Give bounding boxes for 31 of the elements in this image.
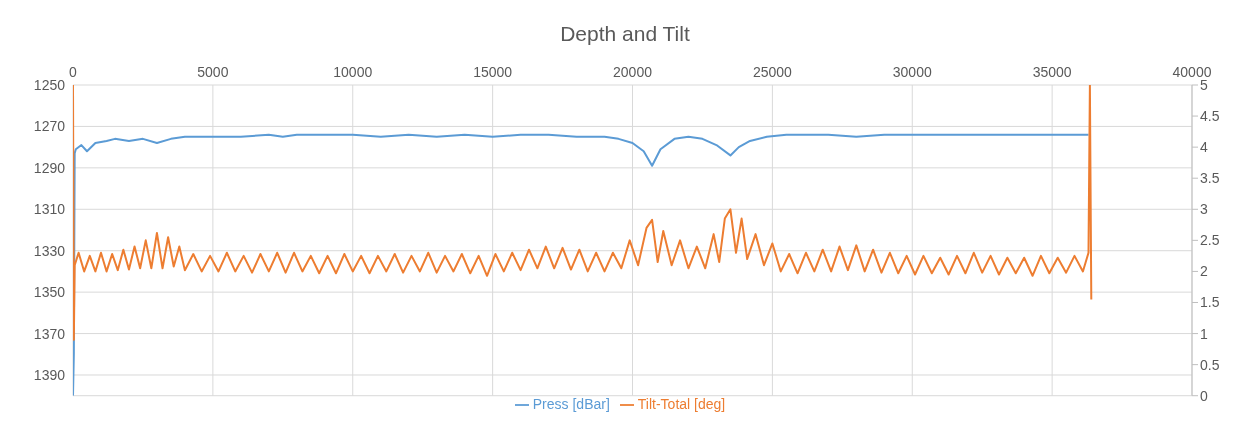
x-tick-label: 30000	[892, 64, 932, 80]
y2-tick-label: 0.5	[1200, 356, 1220, 373]
y2-tick-label: 2	[1200, 263, 1208, 280]
x-tick-label: 15000	[473, 64, 513, 80]
line-series	[73, 85, 1093, 341]
y-tick-label: 1310	[33, 201, 66, 218]
chart-title: Depth and Tilt	[559, 21, 691, 47]
x-tick-label: 0	[69, 64, 78, 80]
x-tick-label: 35000	[1032, 64, 1072, 80]
y-tick-label: 1330	[33, 242, 66, 259]
y2-tick-label: 4.5	[1200, 108, 1220, 125]
y-tick-label: 1350	[33, 284, 66, 301]
y2-tick-label: 4	[1200, 139, 1208, 156]
y-tick-label: 1270	[33, 118, 66, 135]
y2-tick-label: 3	[1200, 201, 1208, 218]
y2-tick-label: 3.5	[1200, 170, 1220, 187]
y2-tick-label: 0	[1200, 387, 1208, 404]
line-series	[73, 133, 1090, 396]
y-tick-label: 1370	[33, 325, 66, 342]
legend-label: Press [dBar]	[532, 395, 610, 412]
x-tick-label: 20000	[613, 64, 653, 80]
y-tick-label: 1290	[33, 159, 66, 176]
x-tick-label: 10000	[333, 64, 373, 80]
y2-tick-label: 1.5	[1200, 294, 1220, 311]
x-tick-label: 5000	[197, 64, 229, 80]
y2-tick-label: 2.5	[1200, 232, 1220, 249]
y2-tick-label: 1	[1200, 325, 1208, 342]
y-tick-label: 1250	[33, 76, 66, 93]
y-tick-label: 1390	[33, 366, 66, 383]
legend-label: Tilt-Total [deg]	[637, 395, 726, 412]
x-tick-label: 25000	[752, 64, 793, 80]
